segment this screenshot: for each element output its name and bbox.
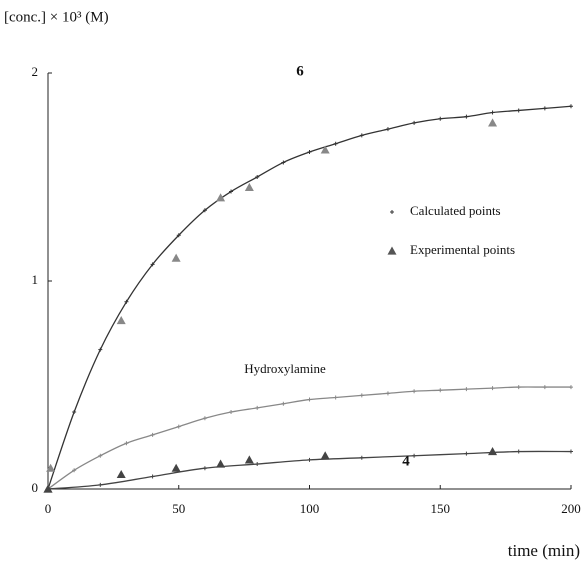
x-tick-label: 200 xyxy=(561,501,581,516)
calculated-point xyxy=(255,175,260,179)
legend-label: Experimental points xyxy=(410,242,515,257)
experimental-point xyxy=(488,118,498,127)
calculated-point xyxy=(150,474,155,479)
calculated-point xyxy=(385,127,390,132)
calculated-curve xyxy=(47,386,571,490)
calculated-point xyxy=(516,385,521,390)
calculated-point xyxy=(281,401,286,406)
calculated-point xyxy=(359,393,364,398)
calculated-point xyxy=(124,441,129,446)
calculated-point xyxy=(307,457,312,462)
calculated-point xyxy=(98,482,103,487)
y-tick-label: 1 xyxy=(32,272,39,287)
legend-marker xyxy=(390,210,394,214)
experimental-point xyxy=(216,459,226,468)
calculated-point xyxy=(255,405,260,410)
calculated-point xyxy=(490,110,495,115)
experimental-point xyxy=(171,463,181,472)
experimental-point xyxy=(320,451,330,460)
calculated-point xyxy=(569,385,573,390)
calculated-point xyxy=(202,416,207,421)
calculated-point xyxy=(281,160,286,165)
calculated-point xyxy=(229,189,234,194)
y-tick-label: 2 xyxy=(32,64,39,79)
calculated-point xyxy=(202,208,207,213)
calculated-point xyxy=(150,432,155,437)
calculated-point xyxy=(412,389,417,394)
calculated-point xyxy=(412,120,417,125)
calculated-point xyxy=(516,108,521,113)
calculated-point xyxy=(72,410,77,415)
calculated-point xyxy=(333,141,338,146)
x-tick-label: 100 xyxy=(300,501,320,516)
calculated-curve xyxy=(47,105,572,490)
calculated-point xyxy=(464,451,469,456)
calculated-point xyxy=(98,453,103,458)
y-tick-label: 0 xyxy=(32,480,39,495)
calculated-point xyxy=(569,104,573,109)
calculated-point xyxy=(307,397,312,402)
series-label: 4 xyxy=(402,453,410,469)
calculated-point xyxy=(464,387,469,392)
calculated-point xyxy=(516,449,521,454)
calculated-point xyxy=(542,385,547,390)
series-label: Hydroxylamine xyxy=(244,361,326,376)
x-tick-label: 50 xyxy=(172,501,185,516)
calculated-point xyxy=(464,114,469,119)
calculated-point xyxy=(438,388,443,393)
calculated-point xyxy=(124,299,129,304)
calculated-point xyxy=(542,106,547,111)
calculated-point xyxy=(72,468,77,473)
calculated-point xyxy=(438,116,443,121)
experimental-point xyxy=(488,447,498,456)
calculated-point xyxy=(569,449,573,454)
x-axis-label: time (min) xyxy=(508,541,580,560)
experimental-point xyxy=(116,469,126,479)
calculated-point xyxy=(307,150,312,155)
experimental-point xyxy=(216,193,226,202)
experimental-point xyxy=(43,484,53,493)
legend-marker xyxy=(387,246,397,255)
legend-label: Calculated points xyxy=(410,203,501,218)
calculated-point xyxy=(412,453,417,458)
x-tick-label: 0 xyxy=(45,501,52,516)
calculated-point xyxy=(490,386,495,391)
calculated-point xyxy=(359,133,364,138)
calculated-point xyxy=(359,455,364,460)
experimental-point xyxy=(320,145,330,154)
calculated-point xyxy=(333,395,338,400)
calculated-point xyxy=(98,347,103,352)
calculated-point xyxy=(255,462,260,467)
experimental-point xyxy=(46,463,56,472)
calculated-point xyxy=(176,424,181,429)
experimental-point xyxy=(116,316,126,325)
experimental-point xyxy=(244,182,254,191)
calculated-point xyxy=(202,466,207,471)
calculated-point xyxy=(176,233,181,238)
calculated-curve xyxy=(47,450,572,490)
series-label: 6 xyxy=(296,63,304,79)
y-axis-label: [conc.] × 10³ (M) xyxy=(4,9,109,25)
calculated-point xyxy=(229,410,234,415)
x-tick-label: 150 xyxy=(431,501,451,516)
calculated-point xyxy=(385,391,390,396)
calculated-point xyxy=(150,262,155,267)
experimental-point xyxy=(244,455,254,464)
experimental-point xyxy=(171,253,181,262)
